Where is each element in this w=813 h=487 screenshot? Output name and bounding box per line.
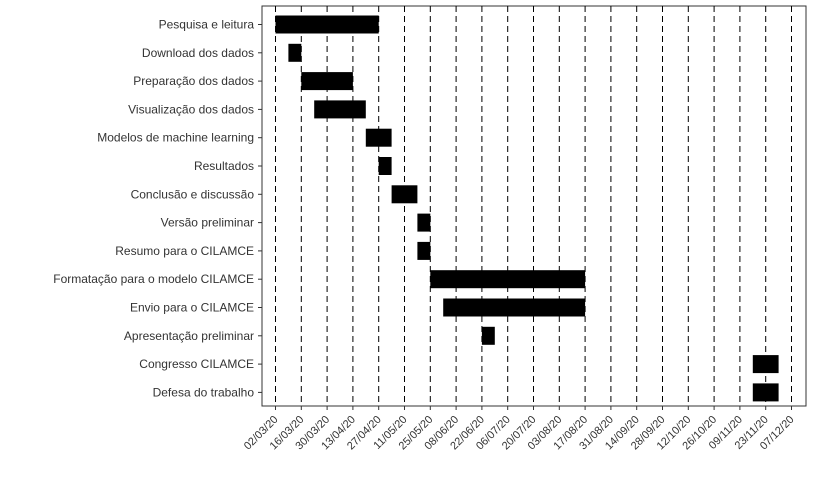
task-label: Defesa do trabalho (153, 385, 255, 399)
task-bar (314, 100, 366, 119)
task-label: Formatação para o modelo CILAMCE (53, 272, 254, 286)
task-label: Apresentação preliminar (124, 329, 254, 343)
task-label: Pesquisa e leitura (159, 18, 255, 32)
task-label: Modelos de machine learning (97, 131, 254, 145)
task-bar (378, 157, 392, 175)
task-label: Conclusão e discussão (131, 187, 255, 201)
grid-lines (275, 6, 793, 406)
task-bar (752, 355, 779, 374)
task-label: Preparação dos dados (133, 74, 254, 88)
task-label: Resumo para o CILAMCE (115, 244, 254, 258)
task-bar (288, 43, 302, 62)
task-bar (301, 72, 353, 91)
task-labels: Pesquisa e leitura Download dos dados Prep… (53, 18, 254, 400)
task-bar (430, 270, 586, 289)
task-label: Resultados (194, 159, 254, 173)
task-bar (365, 128, 392, 147)
y-ticks (258, 24, 262, 393)
x-tick-labels: 02/03/2016/03/2030/03/2013/04/2027/04/20… (242, 414, 797, 453)
x-ticks (275, 406, 793, 410)
task-bar (417, 241, 431, 260)
task-label: Visualização dos dados (128, 102, 254, 116)
task-label: Congresso CILAMCE (139, 357, 254, 371)
task-bar (275, 15, 379, 34)
task-bars (275, 15, 779, 402)
task-label: Envio para o CILAMCE (130, 301, 254, 315)
task-bar (443, 298, 586, 317)
task-label: Versão preliminar (161, 216, 254, 230)
task-label: Download dos dados (142, 46, 254, 60)
task-bar (481, 326, 495, 345)
task-bar (391, 185, 418, 204)
task-bar (752, 383, 779, 402)
task-bar (417, 213, 431, 232)
